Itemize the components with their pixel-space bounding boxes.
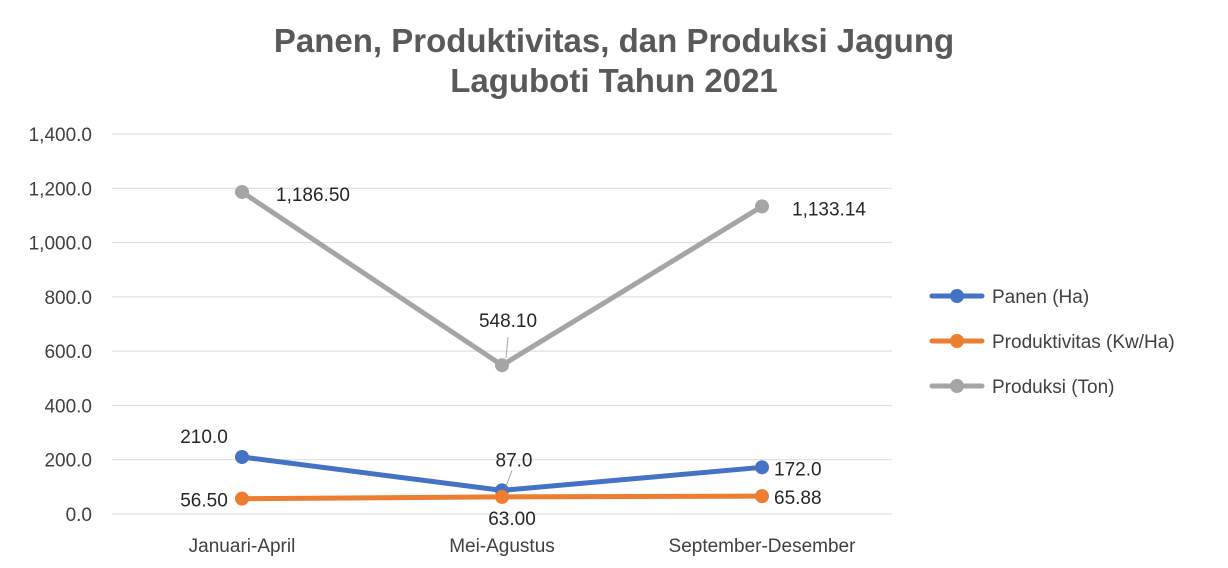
y-tick-label: 1,200.0 <box>29 179 92 200</box>
y-axis-tick-labels: 0.0 200.0 400.0 600.0 800.0 1,000.0 1,200.0 1,4… <box>29 125 92 526</box>
y-tick-label: 1,000.0 <box>29 234 92 255</box>
legend-marker <box>950 289 964 303</box>
series-0-point <box>235 450 249 464</box>
series-1-point <box>755 489 769 504</box>
data-label: 210.0 <box>180 427 228 448</box>
data-label: 172.0 <box>774 459 822 480</box>
chart-title: Panen, Produktivitas, dan Produksi Jagun… <box>274 22 954 99</box>
data-label: 1,186.50 <box>276 185 350 206</box>
chart-title-line-1: Panen, Produktivitas, dan Produksi Jagun… <box>274 22 954 59</box>
data-label: 548.10 <box>479 311 537 332</box>
data-label: 87.0 <box>496 450 533 471</box>
y-tick-label: 0.0 <box>66 505 92 526</box>
legend-marker <box>950 334 964 348</box>
y-tick-label: 1,400.0 <box>29 125 92 146</box>
y-tick-label: 600.0 <box>44 342 92 363</box>
leader-line <box>505 337 509 359</box>
data-labels: 210.0 87.0 172.0 56.50 63.00 65.88 1,186.50 548… <box>180 185 866 530</box>
y-tick-label: 800.0 <box>44 288 92 309</box>
legend-label: Produktivitas (Kw/Ha) <box>992 332 1175 353</box>
data-label: 65.88 <box>774 488 822 509</box>
data-label: 1,133.14 <box>792 199 866 220</box>
legend-label: Produksi (Ton) <box>992 377 1115 398</box>
x-axis-tick-labels: Januari-April Mei-Agustus September-Desemb… <box>189 536 856 557</box>
y-tick-label: 200.0 <box>44 451 92 472</box>
series-2-point <box>235 184 249 199</box>
series-2-point <box>755 199 769 214</box>
series-1-point <box>495 489 509 504</box>
legend-label: Panen (Ha) <box>992 287 1089 308</box>
series-lines <box>235 184 769 506</box>
data-label: 56.50 <box>180 491 228 512</box>
series-2-point <box>495 358 509 373</box>
y-tick-label: 400.0 <box>44 396 92 417</box>
series-0-point <box>755 460 769 475</box>
data-label: 63.00 <box>488 509 536 530</box>
series-1-point <box>235 491 249 506</box>
legend-marker <box>950 379 964 393</box>
x-tick-label: Januari-April <box>189 536 296 557</box>
x-tick-label: Mei-Agustus <box>449 536 555 557</box>
legend: Panen (Ha) Produktivitas (Kw/Ha) Produksi … <box>929 287 1175 398</box>
chart-title-line-2: Laguboti Tahun 2021 <box>450 62 778 99</box>
x-tick-label: September-Desember <box>669 536 857 557</box>
leader-line <box>505 470 513 487</box>
